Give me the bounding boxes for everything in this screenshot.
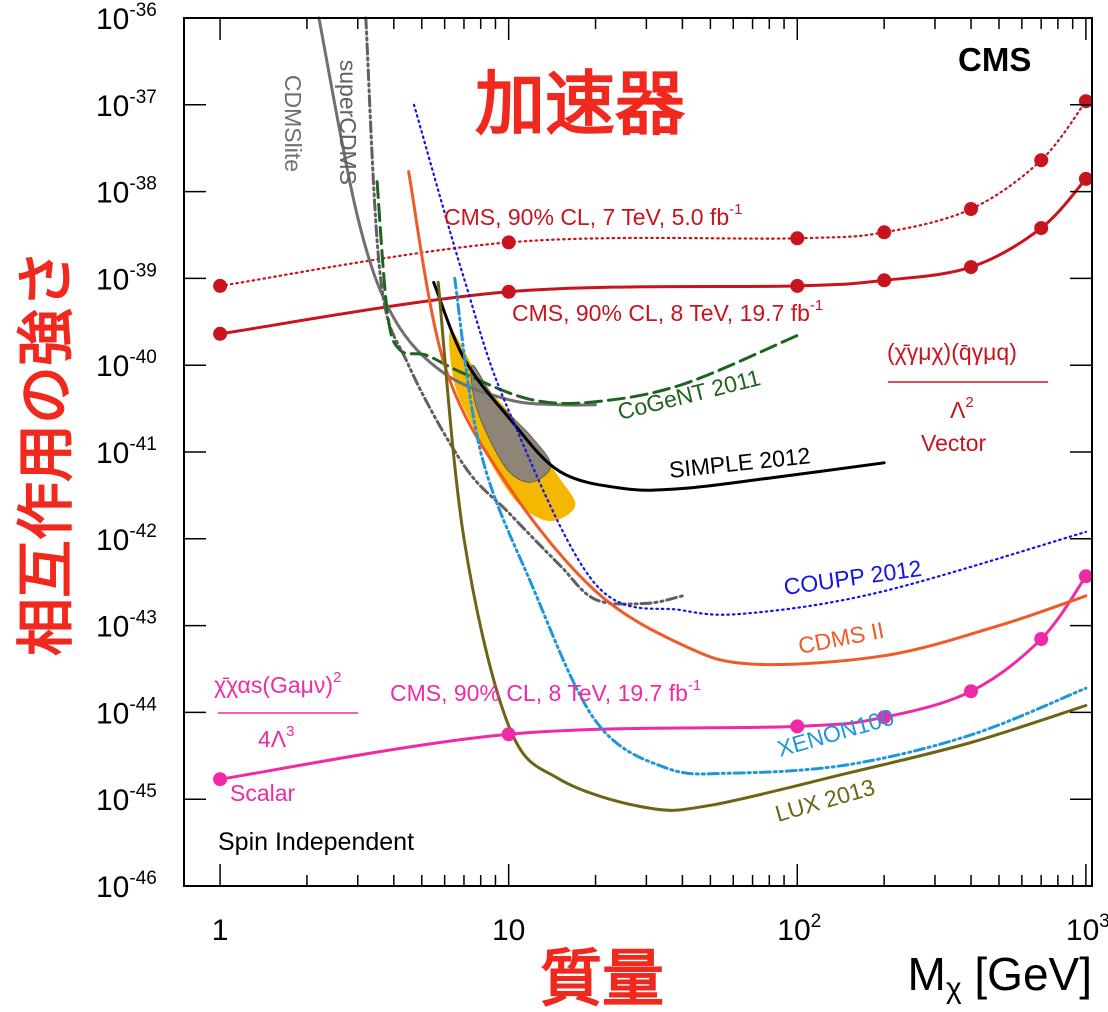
y-tick-label: 10-37 xyxy=(96,87,157,123)
x-axis-label-jp: 質量 xyxy=(540,942,664,1012)
marker-cms-90-cl-8-tev-19-7-fb-1-2 xyxy=(790,278,805,293)
series-line-coupp-2012-7 xyxy=(412,103,1087,616)
y-tick-label: 10-42 xyxy=(96,521,157,557)
marker-cms-90-cl-7-tev-5-0-fb-0-3 xyxy=(877,225,892,240)
x-axis-label: Mχ [GeV] xyxy=(908,948,1092,1005)
marker-cms-90-cl-7-tev-5-0-fb-0-1 xyxy=(501,235,516,250)
data-series xyxy=(218,16,1088,812)
y-tick-label: 10-46 xyxy=(96,868,157,904)
marker-cms-90-cl-7-tev-5-0-fb-0-2 xyxy=(790,231,805,246)
series-label-cdmslite: CDMSlite xyxy=(280,75,306,172)
series-label-supercdms: superCDMS xyxy=(335,60,361,185)
marker-cms-90-cl-7-tev-5-0-fb-0-0 xyxy=(213,278,228,293)
vector-operator-label: (χ̄γμχ)(q̄γμq) xyxy=(887,339,1017,365)
marker-cms-90-cl-8-tev-19-7-fb-2-6 xyxy=(1078,569,1093,584)
marker-cms-90-cl-8-tev-19-7-fb-1-1 xyxy=(501,284,516,299)
y-tick-label: 10-44 xyxy=(96,694,157,730)
vector-denominator-label: Λ2 xyxy=(950,394,974,423)
x-tick-label: 103 xyxy=(1066,911,1108,947)
marker-cms-90-cl-7-tev-5-0-fb-0-6 xyxy=(1078,94,1093,109)
marker-cms-90-cl-8-tev-19-7-fb-2-3 xyxy=(877,710,892,725)
marker-cms-90-cl-8-tev-19-7-fb-1-0 xyxy=(213,326,228,341)
marker-cms-90-cl-7-tev-5-0-fb-0-5 xyxy=(1034,153,1049,168)
series-line-cms-90-cl-8-tev-19-7-fb-2 xyxy=(218,574,1088,781)
marker-cms-90-cl-7-tev-5-0-fb-0-4 xyxy=(964,202,978,216)
marker-cms-90-cl-8-tev-19-7-fb-1-4 xyxy=(964,260,978,275)
x-tick-label: 10 xyxy=(492,914,525,947)
marker-cms-90-cl-8-tev-19-7-fb-2-1 xyxy=(501,727,516,742)
x-axis-label-symbol: M xyxy=(908,948,946,1000)
x-tick-label: 1 xyxy=(212,914,229,947)
scalar-denominator-label: 4Λ3 xyxy=(258,723,295,752)
y-tick-labels: 10-36 10-37 10-38 10-39 10-40 10-41 10-42 10-43… xyxy=(96,0,157,904)
y-axis-label: 相互作用の強さ xyxy=(12,250,80,656)
x-tick-label: 102 xyxy=(777,911,821,947)
series-label-cms-8tev-scalar: CMS, 90% CL, 8 TeV, 19.7 fb-1 xyxy=(390,677,701,706)
x-tick-labels: 1 10 102 103 xyxy=(212,911,1108,947)
experiment-label: CMS xyxy=(958,41,1031,78)
x-axis-label-subscript: χ xyxy=(946,972,962,1005)
marker-cms-90-cl-8-tev-19-7-fb-1-5 xyxy=(1034,221,1049,236)
y-tick-label: 10-43 xyxy=(96,608,157,644)
y-tick-label: 10-38 xyxy=(96,174,157,210)
y-tick-label: 10-45 xyxy=(96,781,157,817)
series-line-supercdms-4 xyxy=(364,16,684,606)
series-label-cms-8tev-vector: CMS, 90% CL, 8 TeV, 19.7 fb-1 xyxy=(512,297,823,326)
scalar-operator-label: χ̄χαs(Gaμν)2 xyxy=(214,669,341,698)
x-axis-label-unit: [GeV] xyxy=(962,948,1092,1000)
marker-cms-90-cl-8-tev-19-7-fb-2-5 xyxy=(1034,632,1049,646)
series-line-cms-90-cl-7-tev-5-0-fb-0 xyxy=(219,100,1087,287)
series-label-cms-7tev: CMS, 90% CL, 7 TeV, 5.0 fb-1 xyxy=(444,201,742,230)
marker-cms-90-cl-8-tev-19-7-fb-2-4 xyxy=(964,684,978,699)
scalar-name-label: Scalar xyxy=(230,780,296,806)
marker-cms-90-cl-8-tev-19-7-fb-1-3 xyxy=(877,273,892,288)
vector-name-label: Vector xyxy=(921,430,987,456)
axis-ticks xyxy=(184,17,1092,887)
marker-cms-90-cl-8-tev-19-7-fb-2-2 xyxy=(790,719,805,734)
series-line-lux-2013-10 xyxy=(436,280,1088,812)
spin-independent-label: Spin Independent xyxy=(218,828,414,856)
y-tick-label: 10-36 xyxy=(96,0,157,36)
series-line-cogent-2011-5 xyxy=(375,180,799,405)
data-markers xyxy=(213,94,1093,787)
y-tick-label: 10-40 xyxy=(96,347,157,383)
title-label: 加速器 xyxy=(475,63,686,145)
vector-operator-annotation: (χ̄γμχ)(q̄γμq) Λ2 Vector xyxy=(887,339,1048,456)
marker-cms-90-cl-8-tev-19-7-fb-2-0 xyxy=(213,772,228,787)
y-tick-label: 10-41 xyxy=(96,434,157,470)
marker-cms-90-cl-8-tev-19-7-fb-1-6 xyxy=(1078,171,1093,186)
y-tick-label: 10-39 xyxy=(96,260,157,296)
scalar-operator-annotation: χ̄χαs(Gaμν)2 4Λ3 Scalar xyxy=(214,669,358,806)
series-line-xenon100-9 xyxy=(453,276,1088,776)
